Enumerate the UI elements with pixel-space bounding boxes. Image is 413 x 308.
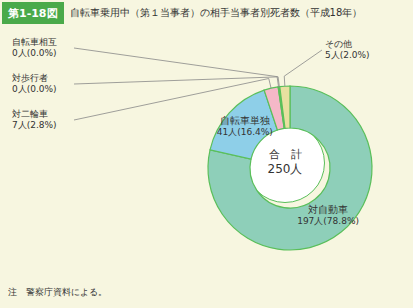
html-text:注 警察庁資料による。: 注 警察庁資料による。 — [8, 287, 107, 297]
svg-text:対自動車197人(78.8%): 対自動車197人(78.8%) — [297, 204, 359, 226]
svg-text:自転車単独41人(16.4%): 自転車単独41人(16.4%) — [217, 115, 273, 137]
svg-text:その他5人(2.0%): その他5人(2.0%) — [325, 39, 370, 60]
html-text:第1-18図: 第1-18図 — [8, 6, 58, 20]
svg-text:対歩行者0人(0.0%): 対歩行者0人(0.0%) — [12, 73, 57, 94]
svg-text:自転車相互0人(0.0%): 自転車相互0人(0.0%) — [12, 37, 57, 58]
html-text:自転車乗用中（第１当事者）の相手当事者別死者数（平成18年）: 自転車乗用中（第１当事者）の相手当事者別死者数（平成18年） — [69, 7, 363, 18]
html-text:250人: 250人 — [267, 162, 303, 177]
svg-text:対二輪車7人(2.8%): 対二輪車7人(2.8%) — [12, 109, 57, 130]
html-text:合 計: 合 計 — [268, 148, 302, 161]
